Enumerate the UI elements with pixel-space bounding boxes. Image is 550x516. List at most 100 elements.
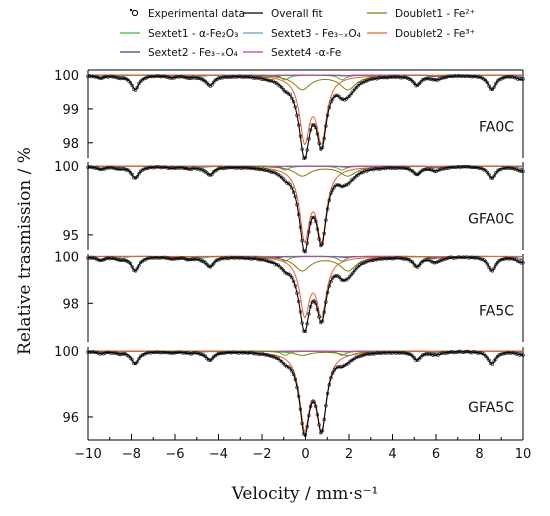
data-point <box>492 85 496 89</box>
data-point <box>127 79 131 83</box>
data-point <box>344 183 348 187</box>
data-point <box>419 80 423 84</box>
data-point <box>483 78 488 83</box>
data-point <box>290 369 294 373</box>
panel-GFA0C: 100 95 GFA0C <box>54 160 525 254</box>
data-point <box>290 186 294 190</box>
data-point <box>497 353 501 357</box>
data-point <box>497 259 501 263</box>
data-point <box>485 356 490 360</box>
data-point <box>344 362 348 367</box>
data-point <box>130 265 134 269</box>
data-point <box>490 362 495 366</box>
data-point <box>485 170 490 175</box>
legend-label-d2: Doublet2 - Fe³⁺ <box>395 28 475 40</box>
data-point <box>140 353 145 357</box>
data-point <box>337 95 342 99</box>
legend-item-s4: Sextet4 -α-Fe <box>243 47 341 59</box>
legend-label-d1: Doublet1 - Fe²⁺ <box>395 8 475 20</box>
data-point <box>281 177 286 181</box>
data-point <box>353 175 357 180</box>
data-point <box>483 354 488 358</box>
panel-label: FA0C <box>479 120 514 136</box>
data-point <box>213 168 218 173</box>
data-point <box>483 168 488 172</box>
data-point <box>330 97 335 101</box>
data-point <box>280 266 284 271</box>
data-point <box>135 360 139 364</box>
y-tick-label: 96 <box>62 411 79 426</box>
data-point <box>281 87 286 92</box>
x-tick-label: 0 <box>301 447 309 462</box>
data-point <box>354 174 359 178</box>
panel-label: GFA0C <box>468 212 514 228</box>
legend-item-exp: Experimental data <box>129 8 245 20</box>
data-point <box>339 96 343 101</box>
data-point <box>290 275 294 280</box>
x-tick-label: −10 <box>74 447 101 462</box>
legend-item-s1: Sextet1 - α-Fe₂O₃ <box>120 28 238 40</box>
data-point <box>332 368 337 372</box>
data-point <box>358 171 362 176</box>
curve-d2 <box>87 255 523 319</box>
data-point <box>489 268 493 272</box>
data-point <box>410 260 415 264</box>
data-point <box>410 79 415 84</box>
data-point <box>414 172 418 176</box>
overall-fit-line <box>87 351 524 437</box>
experimental-points <box>86 349 525 437</box>
data-point <box>417 356 422 361</box>
data-point <box>286 92 291 96</box>
data-point <box>137 356 141 361</box>
x-tick-label: −8 <box>122 447 141 462</box>
legend-label-s2: Sextet2 - Fe₃₋ₓO₄ <box>148 47 238 59</box>
x-tick-label: −4 <box>209 447 228 462</box>
y-tick-label: 99 <box>62 103 79 118</box>
experimental-points <box>86 255 525 334</box>
data-point <box>212 80 216 85</box>
data-point <box>142 76 146 81</box>
data-point <box>349 272 354 277</box>
data-point <box>410 354 415 358</box>
data-point <box>332 94 337 99</box>
data-point <box>347 94 352 98</box>
data-point <box>127 354 131 358</box>
y-tick-label: 98 <box>62 297 79 312</box>
data-point <box>351 89 355 93</box>
data-point <box>354 85 359 90</box>
data-point <box>487 358 491 362</box>
data-point <box>419 355 423 359</box>
data-point <box>412 81 416 85</box>
legend-item-d1: Doublet1 - Fe²⁺ <box>367 8 475 20</box>
data-point <box>283 179 287 183</box>
overall-fit-line <box>87 166 524 254</box>
y-tick-label: 100 <box>54 160 79 175</box>
data-point <box>280 359 284 364</box>
data-point <box>290 96 294 100</box>
data-point <box>337 275 342 279</box>
data-point <box>210 357 214 361</box>
y-tick-label: 100 <box>54 69 79 84</box>
y-tick-label: 100 <box>54 250 79 265</box>
panel-GFA5C: 100 96 GFA5C <box>54 345 525 440</box>
data-point <box>332 185 337 189</box>
x-axis: −10 −8 −6 −4 −2 0 2 4 6 8 10 <box>74 434 531 462</box>
data-point <box>288 273 292 277</box>
x-tick-label: 10 <box>515 447 532 462</box>
data-point <box>495 260 500 265</box>
data-point <box>342 363 347 368</box>
legend-label-exp: Experimental data <box>148 8 245 20</box>
legend-label-s4: Sextet4 -α-Fe <box>271 47 341 59</box>
panel-label: FA5C <box>479 304 514 320</box>
overall-fit-line <box>87 75 524 161</box>
data-point <box>280 85 284 90</box>
data-point <box>483 259 488 264</box>
legend-label-s3: Sextet3 - Fe₃₋ₓO₄ <box>271 28 361 40</box>
legend-label-s1: Sextet1 - α-Fe₂O₃ <box>148 28 238 40</box>
legend-item-s3: Sextet3 - Fe₃₋ₓO₄ <box>243 28 361 40</box>
data-point <box>288 183 292 187</box>
x-tick-label: 4 <box>388 447 396 462</box>
data-point <box>137 172 141 176</box>
legend: Experimental data Overall fit Doublet1 - F… <box>120 8 475 59</box>
data-point <box>205 171 209 175</box>
